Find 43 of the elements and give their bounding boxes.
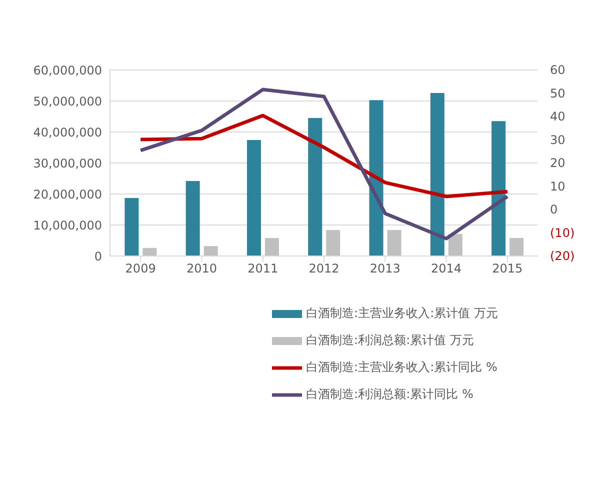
bar bbox=[142, 248, 157, 256]
y-tick-label: 60,000,000 bbox=[33, 63, 102, 78]
y-tick-label: 30,000,000 bbox=[33, 156, 102, 170]
line-series bbox=[138, 88, 510, 240]
legend-label: 白酒制造:利润总额:累计值 万元 bbox=[306, 332, 474, 349]
line-series bbox=[138, 114, 510, 198]
bar bbox=[246, 140, 261, 256]
x-tick-label: 2011 bbox=[248, 262, 278, 276]
x-tick-label: 2014 bbox=[431, 262, 462, 276]
y-tick-label: 50,000,000 bbox=[33, 94, 102, 108]
bar bbox=[204, 246, 218, 256]
bar bbox=[124, 198, 139, 256]
bar bbox=[430, 92, 444, 256]
y2-tick-label: 30 bbox=[550, 132, 566, 147]
x-tick-label: 2012 bbox=[308, 262, 340, 276]
bar bbox=[387, 230, 402, 256]
x-tick-label: 2010 bbox=[186, 262, 217, 276]
bar bbox=[369, 100, 384, 256]
bar bbox=[492, 121, 506, 256]
bar bbox=[264, 238, 279, 256]
y2-tick-label: 40 bbox=[550, 110, 566, 124]
x-tick-label: 2015 bbox=[492, 262, 523, 276]
bar bbox=[448, 234, 462, 256]
bar bbox=[510, 238, 524, 256]
y2-tick-label: (20) bbox=[550, 249, 575, 263]
y-tick-label: 10,000,000 bbox=[33, 218, 102, 232]
y-tick-label: 40,000,000 bbox=[33, 125, 102, 140]
y-tick-label: 0 bbox=[94, 249, 102, 264]
y2-tick-label: 60 bbox=[550, 63, 566, 77]
y2-tick-label: 20 bbox=[550, 156, 566, 170]
x-tick-label: 2009 bbox=[125, 262, 156, 276]
y2-tick-label: (10) bbox=[550, 226, 575, 240]
y2-tick-label: 10 bbox=[550, 179, 566, 194]
y2-tick-label: 0 bbox=[550, 202, 558, 216]
bar bbox=[326, 230, 340, 256]
legend-label: 白酒制造:主营业务收入:累计值 万元 bbox=[306, 305, 498, 322]
bar bbox=[308, 118, 322, 256]
legend-label: 白酒制造:利润总额:累计同比 % bbox=[306, 386, 474, 403]
bar bbox=[186, 180, 200, 256]
y-tick-label: 20,000,000 bbox=[33, 187, 102, 202]
x-tick-label: 2013 bbox=[370, 262, 400, 276]
legend-label: 白酒制造:主营业务收入:累计同比 % bbox=[306, 359, 498, 376]
y2-tick-label: 50 bbox=[550, 86, 566, 100]
